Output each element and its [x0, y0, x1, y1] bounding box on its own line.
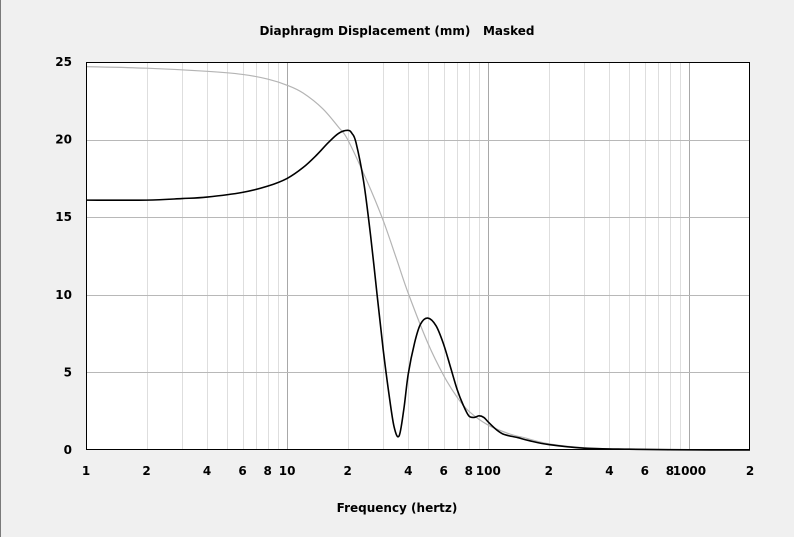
x-tick-label: 4	[404, 464, 412, 478]
series-line-reference	[85, 66, 751, 451]
y-tick-label: 20	[55, 133, 72, 147]
x-tick-label: 6	[641, 464, 649, 478]
x-tick-label: 2	[746, 464, 754, 478]
y-tick-label: 10	[55, 288, 72, 302]
grid-layer	[86, 62, 750, 450]
y-tick-label: 5	[64, 365, 72, 379]
y-tick-label: 25	[55, 55, 72, 69]
x-tick-label: 8	[465, 464, 473, 478]
x-tick-label: 8	[263, 464, 271, 478]
x-tick-label: 10	[279, 464, 296, 478]
x-tick-label: 2	[344, 464, 352, 478]
x-tick-label: 1000	[673, 464, 706, 478]
x-tick-label: 6	[439, 464, 447, 478]
series-line-displacement	[85, 129, 751, 451]
x-tick-label: 4	[605, 464, 613, 478]
x-tick-label: 6	[238, 464, 246, 478]
x-tick-label: 2	[142, 464, 150, 478]
x-axis-label: Frequency (hertz)	[337, 501, 458, 515]
y-tick-label: 15	[55, 210, 72, 224]
series-layer	[85, 66, 751, 451]
y-tick-label: 0	[64, 443, 72, 457]
x-tick-label: 1	[82, 464, 90, 478]
x-tick-label: 4	[203, 464, 211, 478]
plot-area	[86, 62, 750, 450]
x-tick-label: 2	[545, 464, 553, 478]
x-tick-label: 100	[476, 464, 501, 478]
x-tick-label: 8	[666, 464, 674, 478]
plot-frame	[86, 62, 750, 450]
chart-title: Diaphragm Displacement (mm) Masked	[259, 24, 534, 38]
